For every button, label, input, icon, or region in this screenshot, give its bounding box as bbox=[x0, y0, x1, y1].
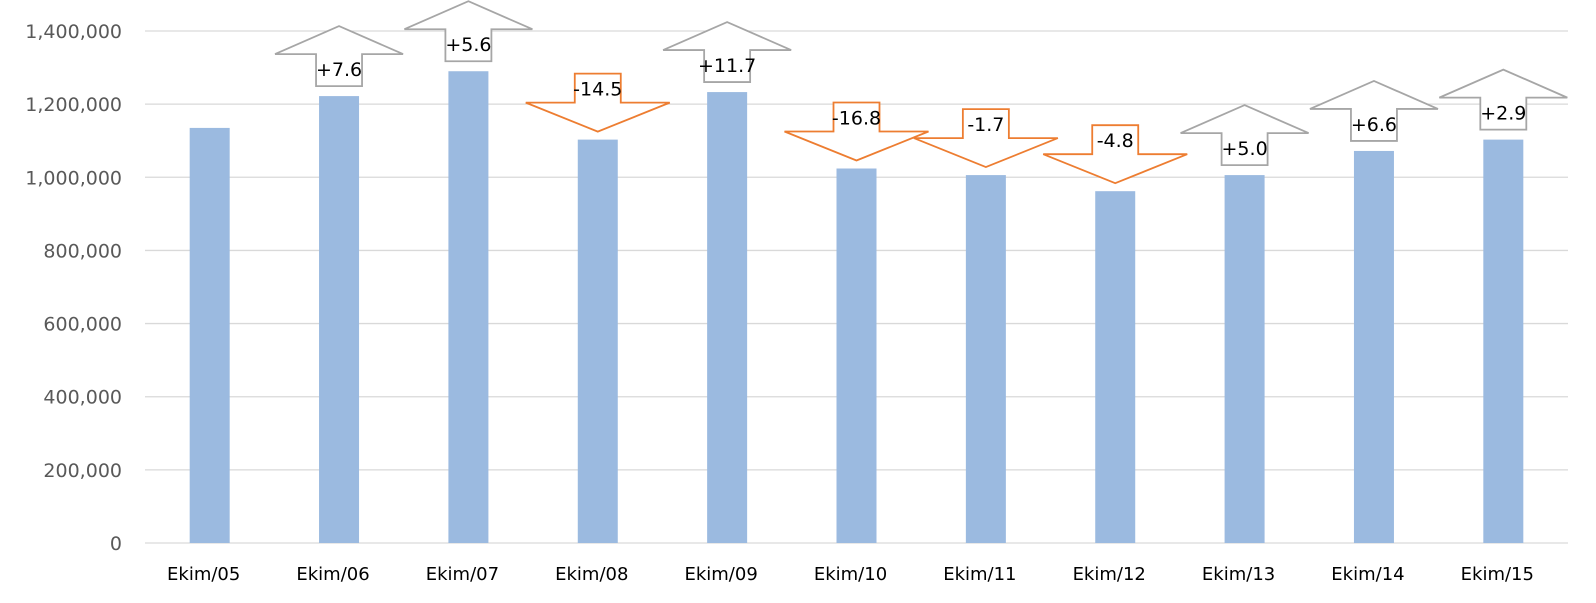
up-arrow: +5.0 bbox=[1180, 104, 1309, 166]
change-label: -1.7 bbox=[967, 114, 1004, 136]
y-tick-label: 600,000 bbox=[43, 314, 122, 336]
x-tick-label: Ekim/07 bbox=[426, 564, 499, 585]
arrow-shape bbox=[1042, 124, 1188, 185]
bar bbox=[319, 96, 360, 544]
x-tick-label: Ekim/13 bbox=[1202, 564, 1275, 585]
x-tick-label: Ekim/11 bbox=[943, 564, 1016, 585]
up-arrow: +7.6 bbox=[274, 25, 404, 87]
y-tick-label: 1,000,000 bbox=[25, 167, 122, 189]
up-arrow: +11.7 bbox=[662, 21, 792, 83]
y-tick-label: 800,000 bbox=[43, 240, 122, 262]
arrow-shape bbox=[404, 0, 533, 63]
down-arrow: -4.8 bbox=[1042, 124, 1188, 185]
bar bbox=[1224, 175, 1265, 543]
down-arrow: -14.5 bbox=[525, 72, 671, 133]
change-label: -4.8 bbox=[1097, 130, 1134, 152]
down-arrow: -1.7 bbox=[913, 108, 1059, 169]
bar bbox=[577, 139, 618, 544]
bar bbox=[965, 175, 1006, 543]
x-tick-label: Ekim/09 bbox=[684, 564, 757, 585]
up-arrow: +6.6 bbox=[1309, 79, 1439, 142]
change-arrows: +7.6 +5.6 -14.5 +11.7 -16.8 -1.7 -4.8 +5.0 +6.6 +… bbox=[274, 0, 1568, 185]
x-tick-label: Ekim/10 bbox=[814, 564, 887, 585]
arrow-shape bbox=[1180, 104, 1309, 166]
arrow-shape bbox=[784, 101, 929, 162]
change-label: +11.7 bbox=[698, 55, 756, 77]
arrow-shape bbox=[525, 72, 671, 133]
down-arrow: -16.8 bbox=[784, 101, 929, 162]
bar bbox=[1483, 139, 1524, 544]
x-tick-label: Ekim/08 bbox=[555, 564, 628, 585]
change-label: -16.8 bbox=[832, 108, 881, 130]
y-tick-label: 200,000 bbox=[43, 460, 122, 482]
y-axis: 0 200,000 400,000 600,000 800,000 1,000,000 1,… bbox=[25, 21, 122, 555]
bars bbox=[189, 71, 1524, 544]
x-tick-label: Ekim/15 bbox=[1461, 564, 1534, 585]
x-tick-label: Ekim/06 bbox=[296, 564, 369, 585]
y-tick-label: 1,200,000 bbox=[25, 94, 122, 116]
arrow-shape bbox=[1438, 68, 1568, 131]
change-label: +5.6 bbox=[445, 34, 491, 56]
arrow-shape bbox=[1309, 79, 1439, 142]
x-axis: Ekim/05 Ekim/06 Ekim/07 Ekim/08 Ekim/09 Ekim/… bbox=[167, 564, 1534, 585]
x-tick-label: Ekim/12 bbox=[1073, 564, 1146, 585]
x-tick-label: Ekim/14 bbox=[1331, 564, 1404, 585]
change-label: +7.6 bbox=[316, 59, 362, 81]
up-arrow: +2.9 bbox=[1438, 68, 1568, 131]
x-tick-label: Ekim/05 bbox=[167, 564, 240, 585]
y-tick-label: 0 bbox=[110, 533, 122, 555]
change-label: +5.0 bbox=[1222, 138, 1268, 160]
bar bbox=[1095, 191, 1136, 543]
y-tick-label: 1,400,000 bbox=[25, 21, 122, 43]
up-arrow: +5.6 bbox=[404, 0, 533, 63]
bar bbox=[707, 92, 748, 544]
bar bbox=[189, 127, 230, 544]
bar bbox=[1353, 150, 1394, 543]
bar bbox=[836, 168, 877, 543]
change-label: +2.9 bbox=[1480, 103, 1526, 125]
arrow-shape bbox=[913, 108, 1059, 169]
change-label: +6.6 bbox=[1351, 114, 1397, 136]
arrow-shape bbox=[274, 25, 404, 87]
change-label: -14.5 bbox=[573, 79, 622, 101]
y-tick-label: 400,000 bbox=[43, 387, 122, 409]
bar bbox=[448, 71, 489, 543]
arrow-shape bbox=[662, 21, 792, 83]
